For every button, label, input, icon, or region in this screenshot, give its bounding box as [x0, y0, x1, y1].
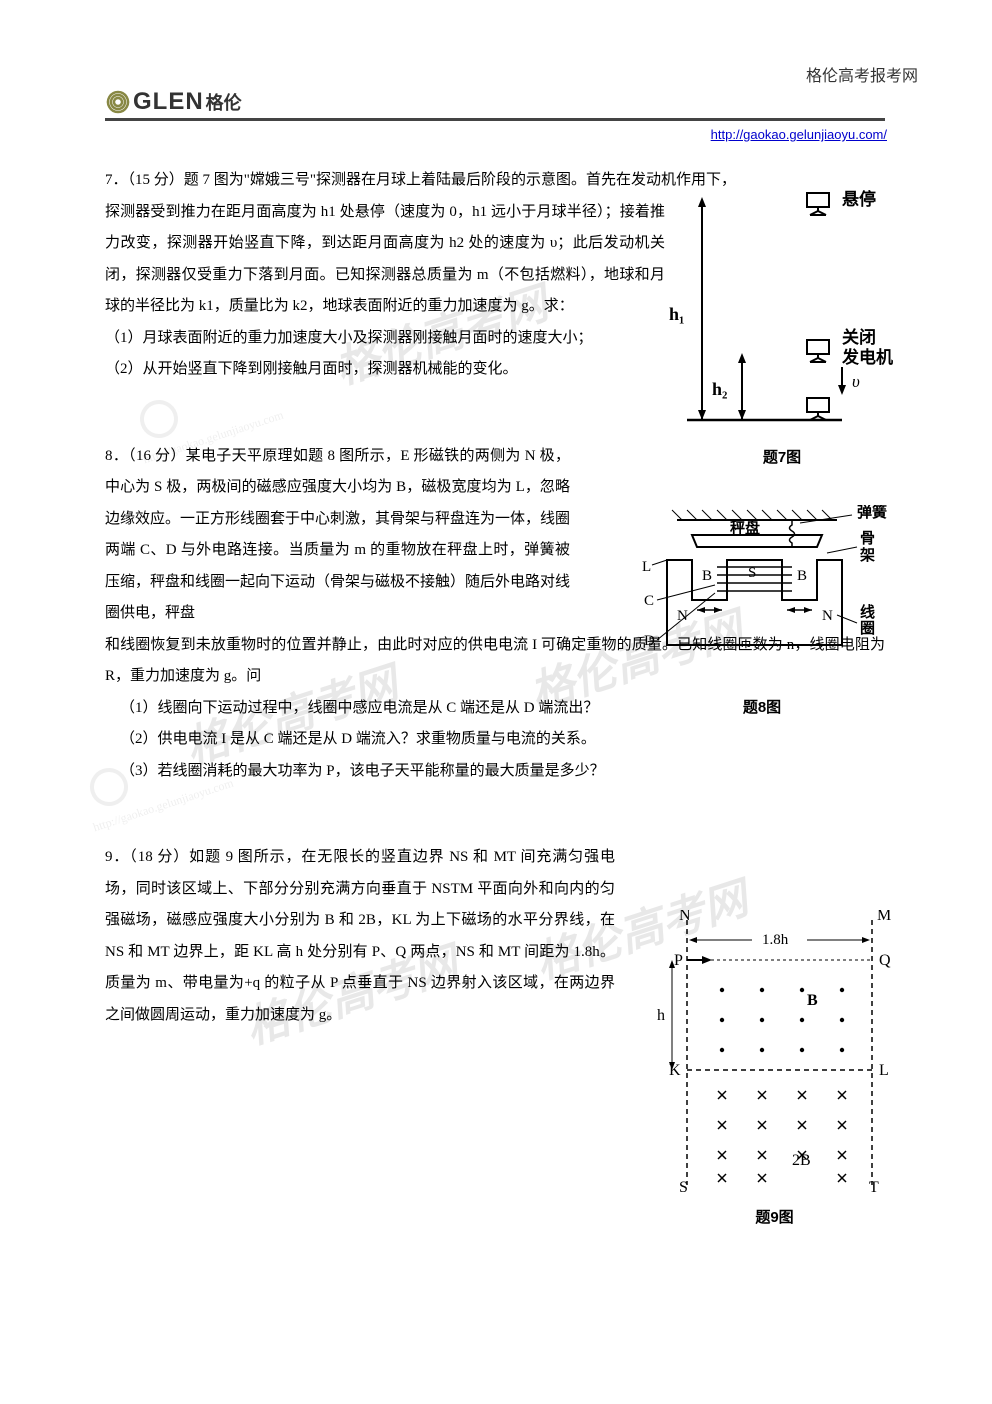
svg-text:架: 架	[859, 547, 875, 564]
svg-text:Q: Q	[879, 952, 891, 969]
figure-7: 悬停 关闭 发电机 υ h₁ h₂ 题7	[657, 185, 907, 467]
figure-7-caption: 题7图	[657, 446, 907, 467]
svg-text:弹簧: 弹簧	[857, 505, 887, 521]
svg-text:N: N	[677, 608, 688, 624]
figure-9-caption: 题9图	[647, 1206, 902, 1227]
svg-text:发电机: 发电机	[841, 347, 893, 367]
q8-sub3: （3）若线圈消耗的最大功率为 P，该电子天平能称量的最大质量是多少？	[105, 756, 885, 788]
svg-text:B: B	[797, 568, 807, 584]
svg-text:h: h	[657, 1007, 665, 1024]
header-divider	[105, 118, 885, 121]
figure-9-svg: N M P Q K L S T 1.8h h B	[647, 910, 902, 1195]
logo: GLEN 格伦	[105, 88, 242, 116]
svg-text:S: S	[748, 565, 756, 581]
svg-text:D: D	[644, 633, 655, 649]
q7-body: 探测器受到推力在距月面高度为 h1 处悬停（速度为 0，h1 远小于月球半径）；…	[105, 197, 665, 323]
logo-cn: 格伦	[206, 89, 242, 115]
svg-text:L: L	[879, 1062, 889, 1079]
svg-text:B: B	[807, 992, 818, 1009]
svg-text:B: B	[702, 568, 712, 584]
svg-text:L: L	[642, 559, 651, 575]
figure-7-svg: 悬停 关闭 发电机 υ h₁ h₂	[657, 185, 907, 435]
q8-sub2: （2）供电电流 I 是从 C 端还是从 D 端流入？求重物质量与电流的关系。	[105, 724, 885, 756]
svg-text:h₁: h₁	[669, 304, 684, 324]
q7-sub1: （1）月球表面附近的重力加速度大小及探测器刚接触月面时的速度大小；	[105, 323, 665, 355]
svg-text:υ: υ	[852, 372, 860, 391]
svg-text:2B: 2B	[792, 1152, 811, 1169]
svg-text:骨: 骨	[860, 530, 875, 547]
svg-text:P: P	[674, 952, 683, 969]
svg-text:N: N	[822, 608, 833, 624]
q7-sub2: （2）从开始竖直下降到刚接触月面时，探测器机械能的变化。	[105, 354, 665, 386]
svg-text:h₂: h₂	[712, 379, 727, 399]
header-url[interactable]: http://gaokao.gelunjiaoyu.com/	[711, 127, 887, 142]
figure-9: N M P Q K L S T 1.8h h B	[647, 910, 902, 1227]
svg-text:T: T	[869, 1179, 879, 1195]
svg-text:C: C	[644, 593, 654, 609]
svg-text:N: N	[679, 910, 691, 924]
figure-8: 秤盘 弹簧 骨 架 L C D B B S N	[622, 505, 902, 717]
svg-text:S: S	[679, 1179, 688, 1195]
svg-text:关闭: 关闭	[842, 327, 876, 347]
logo-text: GLEN	[133, 88, 204, 116]
svg-text:线: 线	[860, 603, 875, 621]
svg-text:秤盘: 秤盘	[730, 519, 760, 537]
figure-8-svg: 秤盘 弹簧 骨 架 L C D B B S N	[622, 505, 902, 685]
svg-text:M: M	[877, 910, 891, 924]
fig7-hover-label: 悬停	[842, 189, 876, 209]
logo-swirl-icon	[105, 90, 130, 115]
svg-text:圈: 圈	[860, 620, 875, 637]
q8-body-narrow: 8．（16 分）某电子天平原理如题 8 图所示，E 形磁铁的两侧为 N 极，中心…	[105, 441, 570, 630]
q9-body: 9．（18 分）如题 9 图所示，在无限长的竖直边界 NS 和 MT 间充满匀强…	[105, 842, 615, 1031]
figure-8-caption: 题8图	[622, 696, 902, 717]
svg-text:1.8h: 1.8h	[762, 932, 789, 948]
header-brand: 格伦高考报考网	[806, 62, 918, 86]
